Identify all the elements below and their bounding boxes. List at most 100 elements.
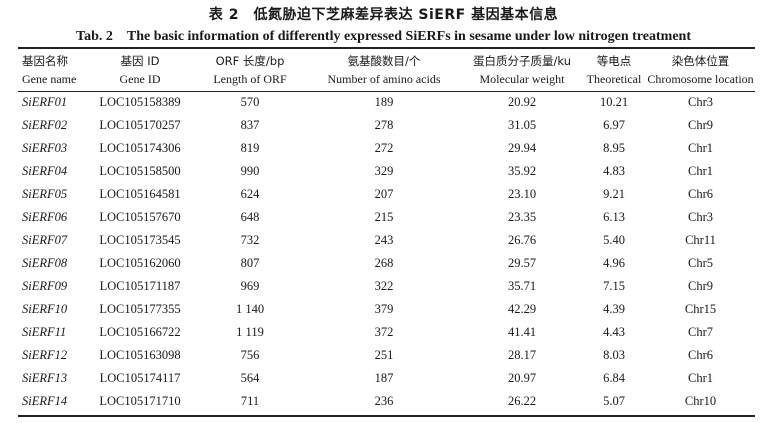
bottom-rule [18,415,755,417]
cell-orf-length: 807 [240,256,260,270]
cell-theoretical-pi: 8.95 [603,141,625,155]
cell-molecular-weight: 23.35 [507,210,537,224]
cell-chromosome: Chr10 [684,394,717,408]
cell-orf-length: 819 [240,141,260,155]
table-caption-english: Tab. 2 The basic information of differen… [76,29,691,44]
cell-theoretical-pi: 4.43 [603,325,625,339]
cell-theoretical-pi: 5.40 [603,233,625,247]
cell-theoretical-pi: 8.03 [603,348,625,362]
cell-gene-name: SiERF01 [22,95,68,109]
cell-orf-length: 1 140 [235,302,265,316]
cell-gene-name: SiERF07 [22,233,68,247]
cell-amino-acids: 189 [374,95,394,109]
cell-chromosome: Chr6 [688,187,713,201]
cell-amino-acids: 187 [374,371,394,385]
table-row: SiERF02 LOC105170257 837 278 31.05 6.97 … [18,114,755,137]
table-row: SiERF13 LOC105174117 564 187 20.97 6.84 … [18,367,755,390]
cell-gene-id: LOC105174117 [99,371,181,385]
cell-amino-acids: 379 [374,302,394,316]
cell-molecular-weight: 29.57 [507,256,537,270]
cell-amino-acids: 268 [374,256,394,270]
cell-chromosome: Chr9 [688,118,713,132]
cell-amino-acids: 251 [374,348,394,362]
cell-gene-id: LOC105166722 [99,325,181,339]
cell-gene-id: LOC105164581 [99,187,181,201]
cell-gene-id: LOC105158500 [99,164,181,178]
cell-chromosome: Chr11 [685,233,716,247]
cell-chromosome: Chr5 [688,256,713,270]
cell-gene-id: LOC105163098 [99,348,181,362]
cell-chromosome: Chr1 [688,164,713,178]
cell-gene-name: SiERF13 [22,371,68,385]
cell-molecular-weight: 20.97 [507,371,537,385]
table-row: SiERF09 LOC105171187 969 322 35.71 7.15 … [18,275,755,298]
table-row: SiERF06 LOC105157670 648 215 23.35 6.13 … [18,206,755,229]
cell-theoretical-pi: 7.15 [603,279,625,293]
cell-gene-name: SiERF14 [22,394,68,408]
cell-theoretical-pi: 6.13 [603,210,625,224]
header-orf-length: ORF 长度/bp Length of ORF [213,54,287,86]
cell-gene-id: LOC105158389 [99,95,181,109]
cell-molecular-weight: 31.05 [507,118,537,132]
header-gene-name: 基因名称 Gene name [22,54,77,86]
cell-gene-id: LOC105157670 [99,210,181,224]
cell-chromosome: Chr1 [688,371,713,385]
cell-amino-acids: 215 [374,210,394,224]
table-row: SiERF11 LOC105166722 1 119 372 41.41 4.4… [18,321,755,344]
cell-gene-id: LOC105170257 [99,118,181,132]
cell-chromosome: Chr7 [688,325,713,339]
cell-molecular-weight: 35.71 [507,279,537,293]
cell-chromosome: Chr3 [688,95,713,109]
cell-gene-id: LOC105171710 [99,394,181,408]
cell-gene-id: LOC105173545 [99,233,181,247]
cell-gene-name: SiERF03 [22,141,68,155]
cell-molecular-weight: 42.29 [507,302,537,316]
cell-orf-length: 837 [240,118,260,132]
cell-gene-name: SiERF06 [22,210,68,224]
table-row: SiERF01 LOC105158389 570 189 20.92 10.21… [18,91,755,114]
cell-amino-acids: 322 [374,279,394,293]
cell-orf-length: 990 [240,164,260,178]
cell-chromosome: Chr15 [684,302,717,316]
cell-gene-id: LOC105177355 [99,302,181,316]
header-molecular-weight: 蛋白质分子质量/ku Molecular weight [473,54,571,86]
cell-theoretical-pi: 10.21 [599,95,629,109]
cell-orf-length: 711 [240,394,260,408]
cell-theoretical-pi: 6.97 [603,118,625,132]
table-caption-chinese: 表 2 低氮胁迫下芝麻差异表达 SiERF 基因基本信息 [208,7,559,23]
cell-amino-acids: 329 [374,164,394,178]
cell-orf-length: 624 [240,187,260,201]
table-row: SiERF08 LOC105162060 807 268 29.57 4.96 … [18,252,755,275]
cell-amino-acids: 272 [374,141,394,155]
cell-molecular-weight: 28.17 [507,348,537,362]
cell-orf-length: 648 [240,210,260,224]
header-rule [18,91,755,92]
top-rule [18,47,755,49]
gene-info-table: 基因名称 Gene name 基因 ID Gene ID ORF 长度/bp Leng… [18,49,755,413]
cell-theoretical-pi: 9.21 [603,187,625,201]
cell-chromosome: Chr3 [688,210,713,224]
table-row: SiERF04 LOC105158500 990 329 35.92 4.83 … [18,160,755,183]
cell-molecular-weight: 26.22 [507,394,537,408]
table-row: SiERF05 LOC105164581 624 207 23.10 9.21 … [18,183,755,206]
cell-gene-id: LOC105174306 [99,141,181,155]
cell-gene-name: SiERF08 [22,256,68,270]
cell-gene-name: SiERF12 [22,348,68,362]
cell-gene-name: SiERF11 [22,325,67,339]
header-row: 基因名称 Gene name 基因 ID Gene ID ORF 长度/bp Leng… [18,49,755,91]
cell-molecular-weight: 35.92 [507,164,537,178]
cell-molecular-weight: 23.10 [507,187,537,201]
cell-orf-length: 570 [240,95,260,109]
cell-orf-length: 756 [240,348,260,362]
cell-chromosome: Chr9 [688,279,713,293]
table-row: SiERF10 LOC105177355 1 140 379 42.29 4.3… [18,298,755,321]
table-row: SiERF14 LOC105171710 711 236 26.22 5.07 … [18,390,755,413]
cell-molecular-weight: 20.92 [507,95,537,109]
cell-theoretical-pi: 4.39 [603,302,625,316]
cell-amino-acids: 278 [374,118,394,132]
cell-orf-length: 1 119 [236,325,264,339]
cell-orf-length: 969 [240,279,260,293]
cell-amino-acids: 207 [374,187,394,201]
cell-chromosome: Chr1 [688,141,713,155]
